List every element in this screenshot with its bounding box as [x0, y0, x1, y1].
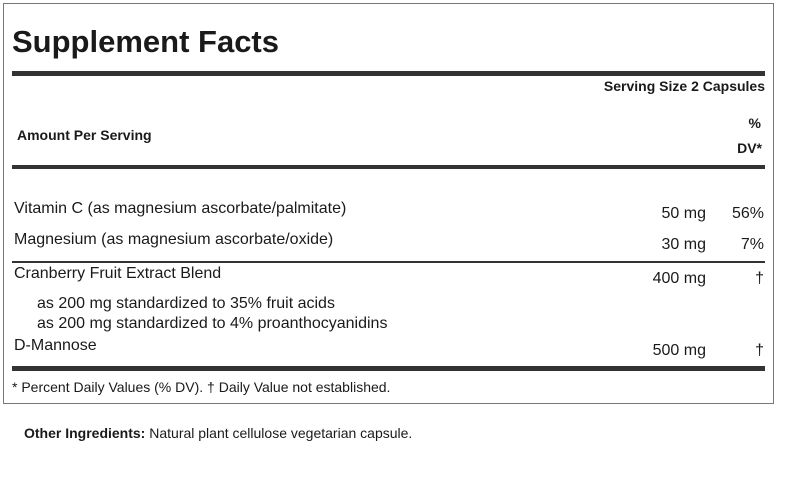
amount: 50 mg [661, 205, 706, 222]
nutrient-name: D-Mannose [14, 337, 97, 354]
dv-heading: DV* [737, 140, 762, 156]
other-ingredients-label: Other Ingredients: [24, 425, 146, 441]
daily-value: 56% [731, 205, 764, 222]
other-ingredients-text: Natural plant cellulose vegetarian capsu… [149, 425, 413, 441]
rule [12, 71, 765, 76]
amount: 400 mg [652, 270, 706, 287]
amount-per-serving: Amount Per Serving [17, 127, 152, 143]
label-box [3, 3, 774, 404]
rule [12, 165, 765, 169]
detail: as 200 mg standardized to 35% fruit acid… [37, 295, 335, 312]
nutrient-name: Magnesium (as magnesium ascorbate/oxide) [14, 231, 334, 248]
nutrient-name: Vitamin C (as magnesium ascorbate/palmit… [14, 200, 347, 217]
rule [12, 261, 765, 263]
rule [12, 366, 765, 371]
nutrient-name: Cranberry Fruit Extract Blend [14, 265, 222, 282]
detail: as 200 mg standardized to 4% proanthocya… [37, 315, 388, 332]
title: Supplement Facts [12, 24, 279, 59]
other-ingredients: Other Ingredients: Natural plant cellulo… [24, 424, 412, 442]
serving-size: Serving Size 2 Capsules [603, 78, 765, 94]
daily-value: † [755, 342, 764, 359]
daily-value: 7% [740, 236, 764, 253]
amount: 500 mg [652, 342, 706, 359]
dv-heading: % [748, 115, 761, 131]
footnote: * Percent Daily Values (% DV). † Daily V… [12, 379, 391, 395]
daily-value: † [755, 270, 764, 287]
amount: 30 mg [661, 236, 706, 253]
